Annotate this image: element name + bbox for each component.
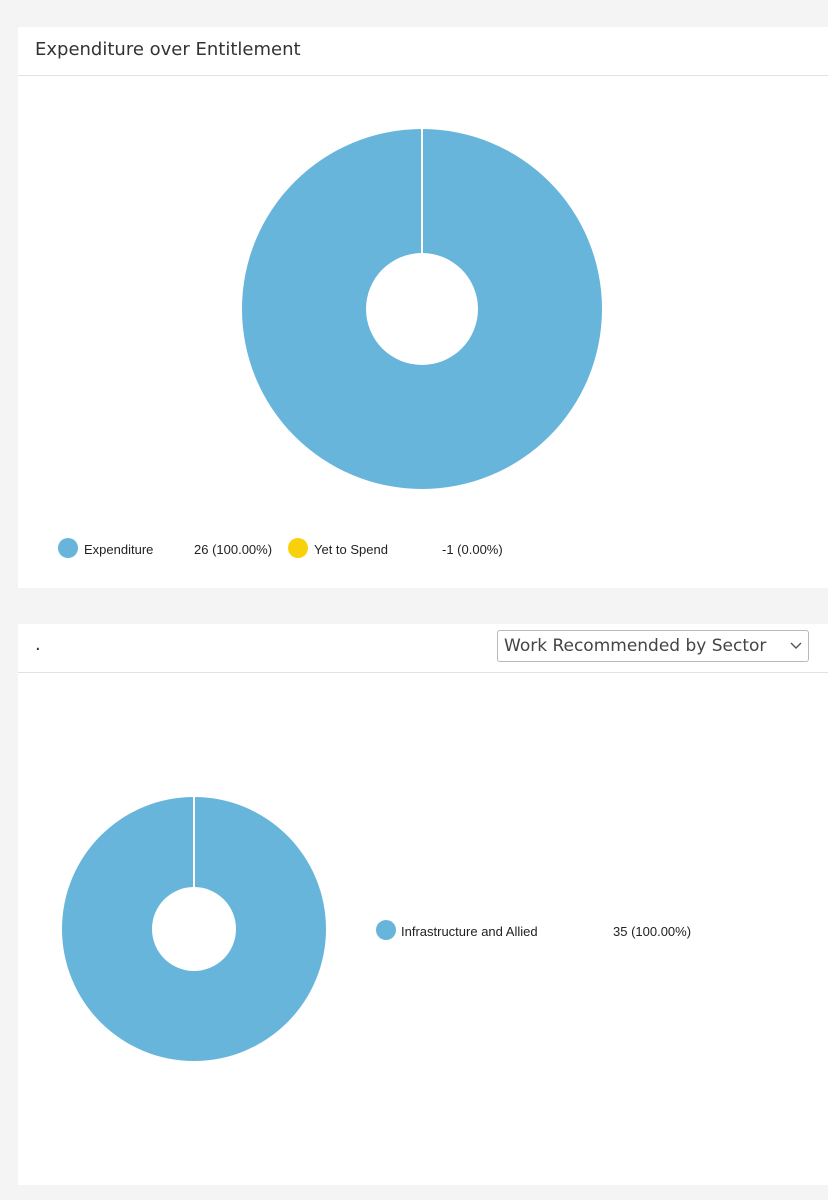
legend-swatch-expenditure xyxy=(58,538,78,558)
card-header: Expenditure over Entitlement xyxy=(18,27,828,76)
donut-hole xyxy=(366,253,478,365)
expenditure-donut-chart xyxy=(242,129,602,489)
chevron-down-icon xyxy=(788,637,804,658)
expenditure-card: Expenditure over Entitlement Expenditure… xyxy=(18,27,828,588)
legend-label-infrastructure[interactable]: Infrastructure and Allied xyxy=(401,924,538,939)
legend-label-yet-to-spend[interactable]: Yet to Spend xyxy=(314,542,388,557)
legend-swatch-yet-to-spend xyxy=(288,538,308,558)
sector-donut-chart xyxy=(62,797,326,1061)
card-header: . Work Recommended by Sector xyxy=(18,624,828,673)
legend-value-expenditure: 26 (100.00%) xyxy=(194,542,273,557)
legend-value-infrastructure: 35 (100.00%) xyxy=(613,924,692,939)
donut-hole xyxy=(152,887,236,971)
card-title: Expenditure over Entitlement xyxy=(35,39,301,60)
select-value: Work Recommended by Sector xyxy=(504,636,767,656)
legend-swatch-infrastructure xyxy=(376,920,396,940)
legend-label-expenditure[interactable]: Expenditure xyxy=(84,542,154,557)
sector-card: . Work Recommended by Sector Infrastruct… xyxy=(18,624,828,1185)
chart-type-select[interactable]: Work Recommended by Sector xyxy=(497,630,809,662)
card-title: . xyxy=(35,634,41,655)
legend-value-yet-to-spend: -1 (0.00%) xyxy=(442,542,503,557)
